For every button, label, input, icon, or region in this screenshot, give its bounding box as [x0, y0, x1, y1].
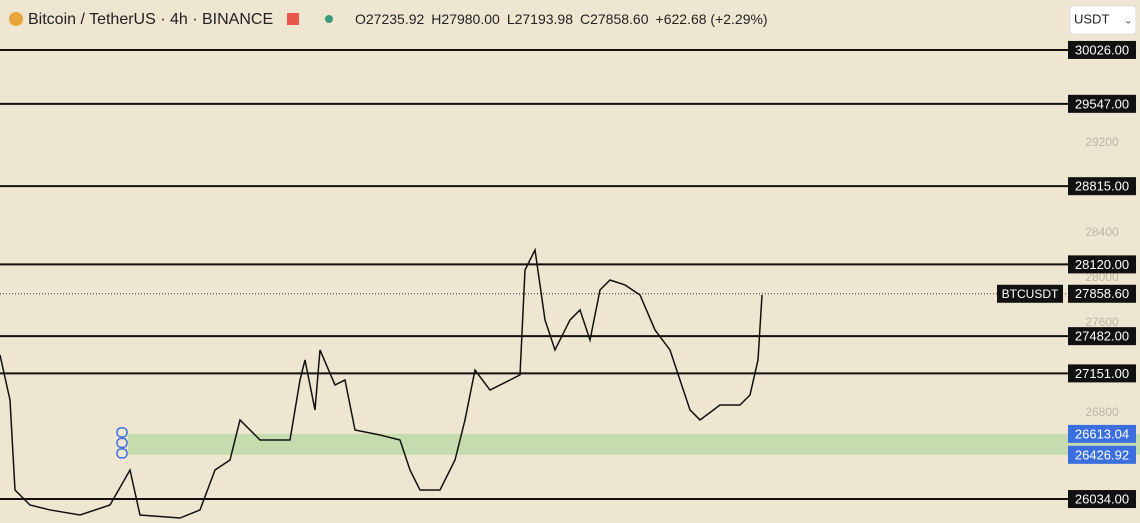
ohlc: O27235.92 H27980.00 L27193.98 C27858.60 +622… [355, 11, 768, 27]
zone-label: 26613.04 [1075, 426, 1129, 441]
level-label-bg [1068, 94, 1136, 113]
y-tick-label: 27600 [1085, 315, 1119, 329]
level-label: 28120.00 [1075, 257, 1129, 272]
dropdown-arrow[interactable]: ⌄ [1124, 16, 1132, 27]
level-label: 28815.00 [1075, 179, 1129, 194]
y-tick-label: 28000 [1085, 270, 1119, 284]
plot: 26613.04 26426.92 26800 27600 28000 28400 2920… [0, 40, 1140, 519]
zone-label-bg [1068, 445, 1136, 464]
currency[interactable]: USDT [1074, 11, 1109, 26]
handle [116, 437, 128, 449]
zone-label-bg [1068, 424, 1136, 443]
series-name-bg [997, 284, 1063, 303]
level-label: 26034.00 [1075, 491, 1129, 506]
last-price-label: 27858.60 [1075, 286, 1129, 301]
level-label: 29547.00 [1075, 96, 1129, 111]
level-label: 27151.00 [1075, 366, 1129, 381]
currency-select[interactable] [1069, 5, 1137, 35]
status-dot [325, 15, 333, 23]
header-bar [0, 0, 1140, 40]
level-label-bg [1068, 40, 1136, 59]
ohlc-value: O27235.92 [355, 11, 424, 27]
ohlc-value: H27980.00 [431, 11, 500, 27]
zone [128, 433, 1140, 455]
level-label-bg [1068, 364, 1136, 383]
y-tick-label: 26800 [1085, 405, 1119, 419]
symbol: Bitcoin / TetherUS · 4h · BINANCE [28, 11, 273, 28]
y-tick-label: 29200 [1085, 135, 1119, 149]
level-label-bg [1068, 255, 1136, 274]
ohlc-value: +622.68 (+2.29%) [656, 11, 768, 27]
coin-icon [9, 12, 23, 26]
level-label-bg [1068, 490, 1136, 509]
last-price-bg [1068, 284, 1136, 303]
ohlc-value: C27858.60 [580, 11, 649, 27]
level-label: 30026.00 [1075, 42, 1129, 57]
ohlc-value: L27193.98 [507, 11, 573, 27]
series-name: BTCUSDT [1002, 287, 1059, 301]
price-line [0, 247, 763, 519]
handle [116, 448, 128, 459]
zone-label: 26426.92 [1075, 447, 1129, 462]
level-label-bg [1068, 177, 1136, 196]
y-tick-label: 28400 [1085, 225, 1119, 239]
flag-icon[interactable] [287, 13, 299, 25]
level-label: 27482.00 [1075, 329, 1129, 344]
handle [116, 427, 128, 438]
level-label-bg [1068, 327, 1136, 346]
